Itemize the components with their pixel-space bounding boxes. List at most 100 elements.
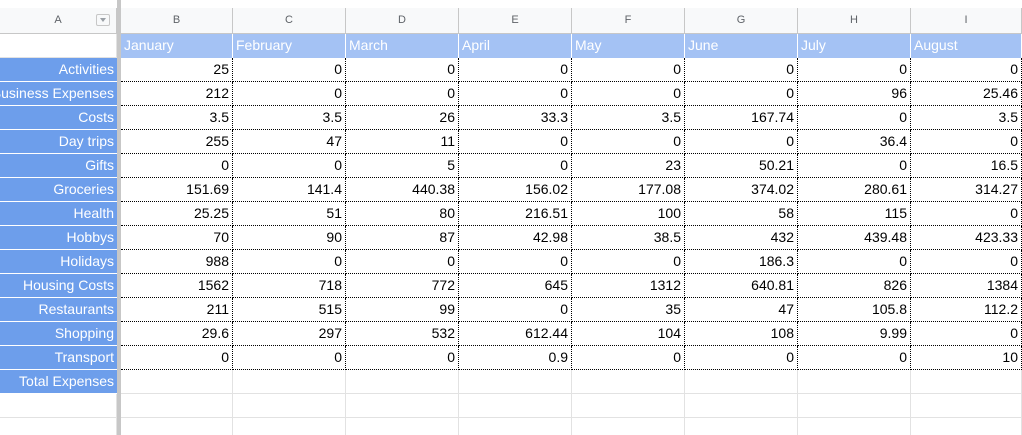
month-header: July (798, 34, 911, 58)
value-cell: 0 (798, 250, 911, 274)
cell (685, 394, 798, 418)
cell (911, 418, 1022, 435)
value-cell: 99 (346, 298, 459, 322)
value-cell: 3.5 (233, 106, 346, 130)
column-header: A (0, 8, 117, 34)
cell (233, 394, 346, 418)
filter-button[interactable] (96, 14, 110, 26)
category-text: Total Expenses (19, 373, 114, 389)
value-cell: 423.33 (911, 226, 1022, 250)
value-cell: 35 (572, 298, 685, 322)
value-cell: 90 (233, 226, 346, 250)
value-cell: 0 (233, 58, 346, 82)
column-header: B (121, 8, 233, 34)
category-label: Health (0, 202, 117, 226)
value-cell: 1384 (911, 274, 1022, 298)
value-cell: 42.98 (459, 226, 572, 250)
column-header: G (685, 8, 798, 34)
category-text: Hobbys (66, 229, 114, 245)
value-cell: 772 (346, 274, 459, 298)
value-cell: 1312 (572, 274, 685, 298)
value-cell: 0 (685, 58, 798, 82)
cell (0, 34, 117, 58)
value-cell: 3.5 (121, 106, 233, 130)
value-cell: 50.21 (685, 154, 798, 178)
cell (572, 370, 685, 394)
value-cell: 23 (572, 154, 685, 178)
value-cell: 112.2 (911, 298, 1022, 322)
month-header: June (685, 34, 798, 58)
category-text: Activities (58, 61, 114, 77)
value-cell: 0 (572, 346, 685, 370)
value-cell: 156.02 (459, 178, 572, 202)
value-cell: 10 (911, 346, 1022, 370)
cell (572, 394, 685, 418)
cell (121, 418, 233, 435)
value-cell: 0 (911, 322, 1022, 346)
value-cell: 3.5 (911, 106, 1022, 130)
value-cell: 0 (685, 130, 798, 154)
value-cell: 314.27 (911, 178, 1022, 202)
cell (459, 394, 572, 418)
cell (0, 418, 117, 435)
cell (346, 370, 459, 394)
value-cell: 0 (346, 58, 459, 82)
cell (346, 418, 459, 435)
value-cell: 0 (459, 154, 572, 178)
value-cell: 58 (685, 202, 798, 226)
category-text: Transport (54, 349, 114, 365)
value-cell: 826 (798, 274, 911, 298)
value-cell: 0 (233, 82, 346, 106)
column-header: E (459, 8, 572, 34)
value-cell: 0 (911, 250, 1022, 274)
value-cell: 0 (459, 58, 572, 82)
category-label: Groceries (0, 178, 117, 202)
category-label: Day trips (0, 130, 117, 154)
value-cell: 640.81 (685, 274, 798, 298)
cell (459, 418, 572, 435)
freeze-divider (117, 0, 121, 435)
value-cell: 0 (346, 346, 459, 370)
month-header: February (233, 34, 346, 58)
value-cell: 0 (121, 154, 233, 178)
value-cell: 5 (346, 154, 459, 178)
value-cell: 0 (911, 202, 1022, 226)
category-text: Gifts (85, 157, 114, 173)
category-label: Total Expenses (0, 370, 117, 394)
value-cell: 0 (346, 82, 459, 106)
category-text: Shopping (54, 325, 114, 341)
category-text: Restaurants (38, 301, 114, 317)
value-cell: 0 (233, 346, 346, 370)
value-cell: 96 (798, 82, 911, 106)
category-label: Gifts (0, 154, 117, 178)
value-cell: 0 (798, 106, 911, 130)
value-cell: 612.44 (459, 322, 572, 346)
cell (798, 394, 911, 418)
value-cell: 25.46 (911, 82, 1022, 106)
value-cell: 104 (572, 322, 685, 346)
value-cell: 0 (798, 346, 911, 370)
value-cell: 167.74 (685, 106, 798, 130)
column-header: D (346, 8, 459, 34)
cell (572, 418, 685, 435)
value-cell: 0 (572, 82, 685, 106)
value-cell: 439.48 (798, 226, 911, 250)
value-cell: 211 (121, 298, 233, 322)
value-cell: 100 (572, 202, 685, 226)
value-cell: 432 (685, 226, 798, 250)
value-cell: 51 (233, 202, 346, 226)
value-cell: 177.08 (572, 178, 685, 202)
value-cell: 0 (233, 250, 346, 274)
month-header: April (459, 34, 572, 58)
category-label: Holidays (0, 250, 117, 274)
column-header: I (911, 8, 1022, 34)
value-cell: 47 (685, 298, 798, 322)
value-cell: 280.61 (798, 178, 911, 202)
value-cell: 0 (572, 130, 685, 154)
value-cell: 0 (911, 130, 1022, 154)
column-header: C (233, 8, 346, 34)
value-cell: 87 (346, 226, 459, 250)
value-cell: 47 (233, 130, 346, 154)
month-header: May (572, 34, 685, 58)
value-cell: 532 (346, 322, 459, 346)
